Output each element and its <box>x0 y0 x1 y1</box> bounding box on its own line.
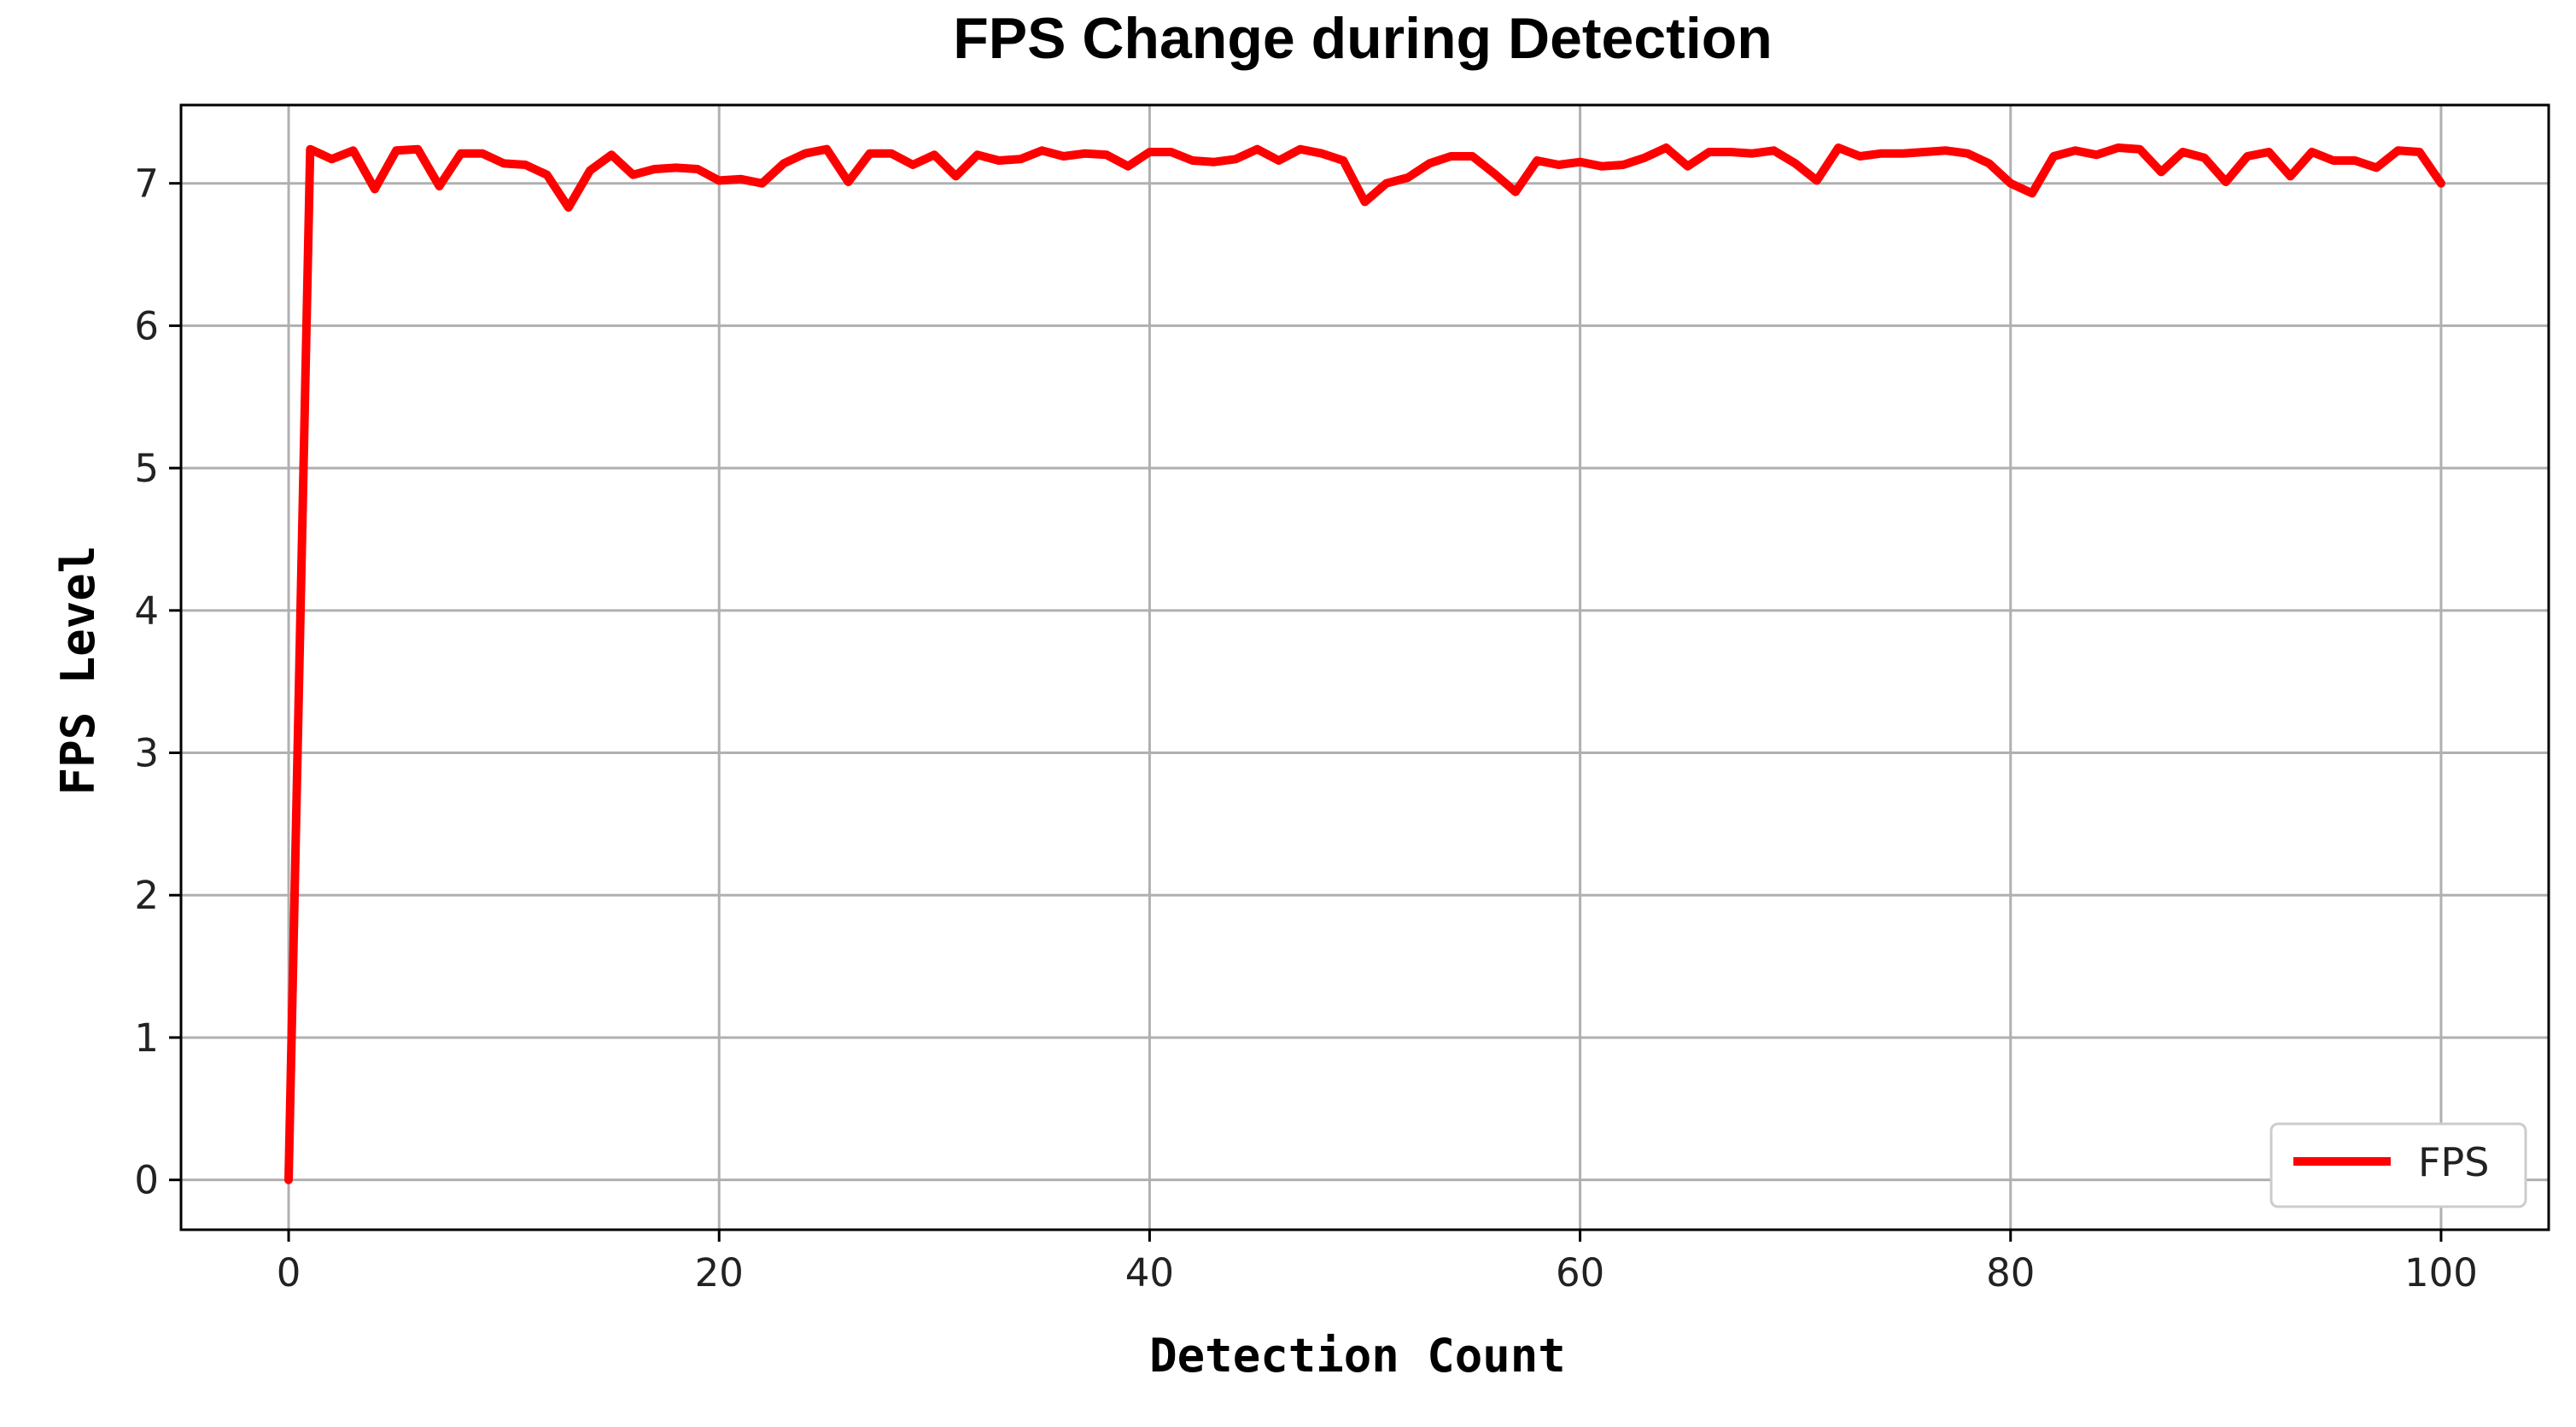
x-tick-label: 40 <box>1125 1250 1174 1295</box>
legend-box <box>2269 1122 2527 1208</box>
y-tick-label: 3 <box>134 731 159 776</box>
grid-lines <box>181 105 2549 1230</box>
y-axis-label: FPS Level <box>51 546 105 796</box>
y-tick-label: 5 <box>134 446 159 491</box>
y-tick-label: 7 <box>134 161 159 207</box>
y-tick-label: 4 <box>134 588 159 634</box>
chart-title: FPS Change during Detection <box>953 6 1773 71</box>
legend: FPS <box>2269 1122 2527 1208</box>
y-tick-label: 2 <box>134 873 159 918</box>
legend-label-fps: FPS <box>2418 1139 2489 1185</box>
x-tick-label: 80 <box>1986 1250 2035 1295</box>
axis-ticks: 0 20 40 60 80 100 0 1 2 3 4 5 6 7 <box>134 161 2478 1295</box>
plot-frame <box>179 103 2550 1231</box>
x-tick-label: 20 <box>695 1250 744 1295</box>
series-layer <box>284 143 2445 1184</box>
y-tick-label: 6 <box>134 303 159 348</box>
y-tick-label: 1 <box>134 1015 159 1061</box>
x-tick-label: 100 <box>2404 1250 2478 1295</box>
series-line-fps <box>284 143 2445 1184</box>
x-axis-label: Detection Count <box>1149 1329 1566 1383</box>
x-tick-label: 60 <box>1556 1250 1604 1295</box>
y-tick-label: 0 <box>134 1158 159 1203</box>
x-tick-label: 0 <box>277 1250 301 1295</box>
